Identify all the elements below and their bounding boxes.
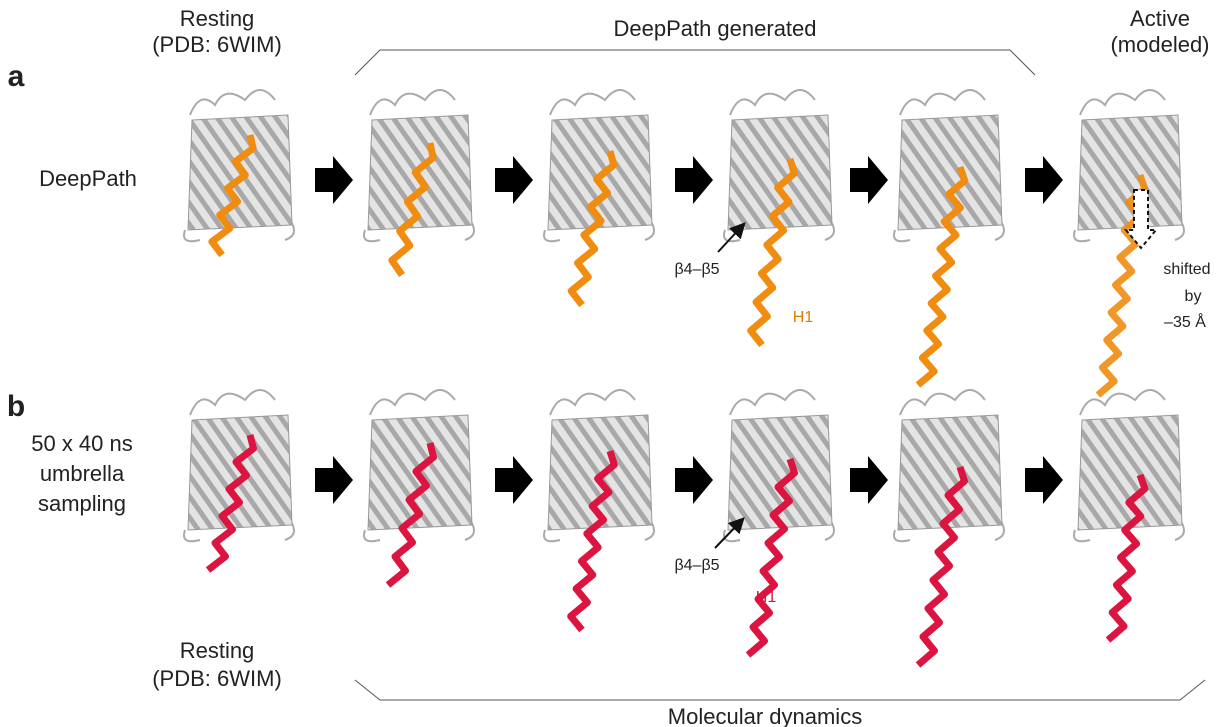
barrel bbox=[1078, 415, 1182, 530]
step-arrow bbox=[675, 156, 713, 204]
shift-label: shifted bbox=[1163, 261, 1210, 278]
method-label: 50 x 40 ns bbox=[31, 431, 133, 456]
helix-label: H1 bbox=[793, 309, 814, 326]
resting-pdb: (PDB: 6WIM) bbox=[152, 32, 282, 57]
step-arrow bbox=[675, 456, 713, 504]
barrel bbox=[898, 415, 1002, 530]
panel-label: b bbox=[7, 390, 25, 423]
shift-label: by bbox=[1185, 288, 1202, 305]
panel-label: a bbox=[8, 60, 25, 93]
loop-label: β4–β5 bbox=[674, 557, 719, 574]
barrel bbox=[1078, 115, 1182, 230]
generated-title: DeepPath generated bbox=[613, 16, 816, 41]
method-label: DeepPath bbox=[39, 166, 137, 191]
resting-title: Resting bbox=[180, 638, 255, 663]
step-arrow bbox=[1025, 156, 1063, 204]
shift-label: –35 Å bbox=[1164, 312, 1206, 331]
bracket bbox=[355, 680, 1205, 700]
step-arrow bbox=[850, 456, 888, 504]
structures bbox=[184, 90, 1184, 665]
resting-pdb: (PDB: 6WIM) bbox=[152, 666, 282, 691]
method-label: umbrella bbox=[40, 461, 125, 486]
step-arrow bbox=[315, 156, 353, 204]
step-arrow bbox=[495, 456, 533, 504]
simulation-title: Molecular dynamics bbox=[668, 704, 862, 727]
resting-title: Resting bbox=[180, 6, 255, 31]
helix-label: H1 bbox=[756, 589, 777, 606]
figure: Resting (PDB: 6WIM) DeepPath generated A… bbox=[0, 0, 1217, 727]
step-arrow bbox=[495, 156, 533, 204]
loop-label: β4–β5 bbox=[674, 261, 719, 278]
bracket bbox=[355, 50, 1035, 75]
method-label: sampling bbox=[38, 491, 126, 516]
step-arrow bbox=[315, 456, 353, 504]
active-title: Active bbox=[1130, 6, 1190, 31]
step-arrow bbox=[1025, 456, 1063, 504]
active-note: (modeled) bbox=[1110, 32, 1209, 57]
step-arrow bbox=[850, 156, 888, 204]
